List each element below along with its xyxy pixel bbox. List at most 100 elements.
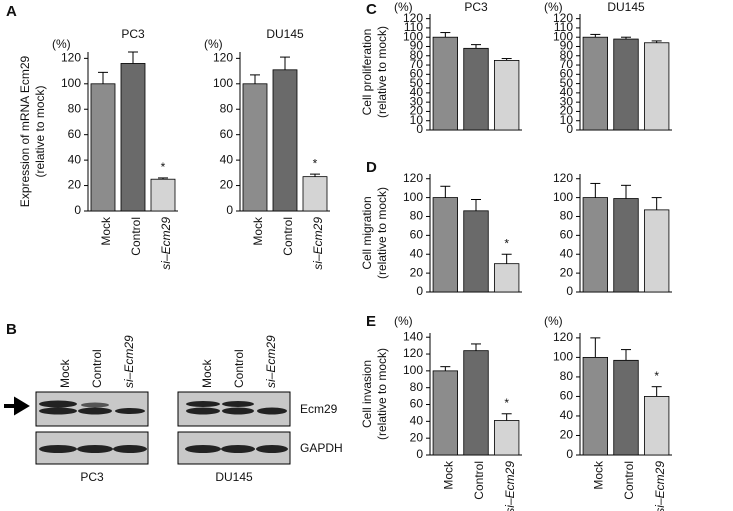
y-tick-label: 10: [560, 113, 574, 127]
y-tick-label: 30: [410, 94, 424, 108]
y-tick-label: 60: [560, 228, 574, 242]
unit-label: (%): [204, 37, 223, 51]
x-tick-label: Mock: [99, 216, 113, 246]
panel-label: B: [6, 321, 17, 338]
bar: [150, 178, 176, 212]
y-tick-label: 80: [220, 101, 234, 115]
y-tick-label: 40: [410, 414, 424, 428]
y-axis-label: Cell proliferation: [360, 29, 374, 116]
band-label: Ecm29: [300, 402, 338, 416]
y-tick-label: 120: [553, 171, 573, 185]
y-tick-label: 90: [560, 39, 574, 53]
y-tick-label: 20: [220, 178, 234, 192]
y-tick-label: 0: [416, 447, 423, 461]
y-tick-label: 100: [553, 29, 573, 43]
y-tick-label: 90: [410, 39, 424, 53]
y-tick-label: 40: [560, 85, 574, 99]
y-tick-label: 100: [553, 190, 573, 204]
x-tick-label: Control: [472, 461, 486, 500]
bar: [90, 83, 116, 212]
cell-label: DU145: [215, 470, 253, 484]
y-tick-label: 20: [560, 428, 574, 442]
y-tick-label: 80: [560, 48, 574, 62]
y-tick-label: 120: [213, 51, 233, 65]
y-tick-label: 20: [410, 430, 424, 444]
bar: [432, 197, 459, 293]
y-tick-label: 40: [560, 246, 574, 260]
y-tick-label: 0: [566, 447, 573, 461]
x-tick-label: si–Ecm29: [653, 461, 667, 511]
lane-label: Mock: [200, 358, 214, 388]
y-tick-label: 60: [410, 66, 424, 80]
lane-label: Mock: [58, 358, 72, 388]
bar: [432, 36, 459, 131]
lane-label: si–Ecm29: [264, 335, 278, 388]
bar: [120, 63, 146, 212]
unit-label: (%): [394, 314, 413, 328]
y-tick-label: 100: [213, 76, 233, 90]
x-tick-label: si–Ecm29: [159, 217, 173, 270]
bar: [613, 359, 639, 456]
y-tick-label: 40: [560, 408, 574, 422]
western-blot: Mock Control si–Ecm29 Mock Control si–Ec…: [4, 335, 343, 484]
y-tick-label: 0: [416, 284, 423, 298]
y-axis-label: (relative to mock): [375, 26, 389, 118]
arrow: [4, 396, 30, 416]
bar: [582, 36, 608, 131]
chart-title: DU145: [266, 27, 304, 41]
y-tick-label: 120: [553, 330, 573, 344]
bar: [272, 69, 298, 212]
y-tick-label: 0: [74, 203, 81, 217]
y-tick-label: 40: [410, 246, 424, 260]
y-tick-label: 110: [404, 20, 423, 34]
y-tick-label: 80: [560, 369, 574, 383]
unit-label: (%): [52, 37, 71, 51]
chart-title: PC3: [121, 27, 145, 41]
y-tick-label: 100: [403, 363, 423, 377]
chart-title: DU145: [607, 0, 645, 14]
bar: [582, 356, 608, 456]
y-tick-label: 70: [560, 57, 574, 71]
y-tick-label: 100: [403, 29, 423, 43]
bar: [613, 198, 639, 293]
y-axis-label: (relative to mock): [33, 85, 47, 177]
y-tick-label: 120: [553, 11, 573, 25]
y-tick-label: 50: [560, 76, 574, 90]
y-axis-label: Cell migration: [360, 196, 374, 269]
cell-label: PC3: [80, 470, 104, 484]
y-tick-label: 110: [554, 20, 573, 34]
y-tick-label: 20: [410, 104, 424, 118]
x-tick-label: si–Ecm29: [311, 217, 325, 270]
x-tick-label: Mock: [442, 460, 456, 490]
y-tick-label: 10: [410, 113, 424, 127]
y-axis-label: Cell invasion: [360, 360, 374, 428]
significance-mark: *: [313, 156, 318, 170]
x-tick-label: Control: [622, 461, 636, 500]
bar: [463, 47, 489, 131]
y-tick-label: 100: [553, 350, 573, 364]
x-tick-label: Control: [129, 217, 143, 256]
y-tick-label: 40: [410, 85, 424, 99]
band-label: GAPDH: [300, 441, 343, 455]
y-tick-label: 0: [566, 284, 573, 298]
y-tick-label: 20: [68, 178, 82, 192]
bar: [463, 350, 489, 456]
bar: [644, 396, 670, 456]
y-tick-label: 80: [410, 380, 424, 394]
y-tick-label: 80: [560, 209, 574, 223]
bar: [644, 209, 670, 293]
y-tick-label: 20: [560, 265, 574, 279]
lane-label: Control: [90, 349, 104, 388]
bar: [463, 210, 489, 293]
y-tick-label: 80: [410, 48, 424, 62]
y-tick-label: 60: [410, 397, 424, 411]
bar: [613, 38, 639, 131]
y-axis-label: Expression of mRNA Ecm29: [18, 55, 32, 207]
unit-label: (%): [544, 314, 563, 328]
bands: [39, 400, 288, 453]
panel-label: D: [366, 159, 377, 176]
y-tick-label: 80: [410, 209, 424, 223]
x-tick-label: Mock: [251, 216, 265, 246]
y-tick-label: 100: [61, 76, 81, 90]
